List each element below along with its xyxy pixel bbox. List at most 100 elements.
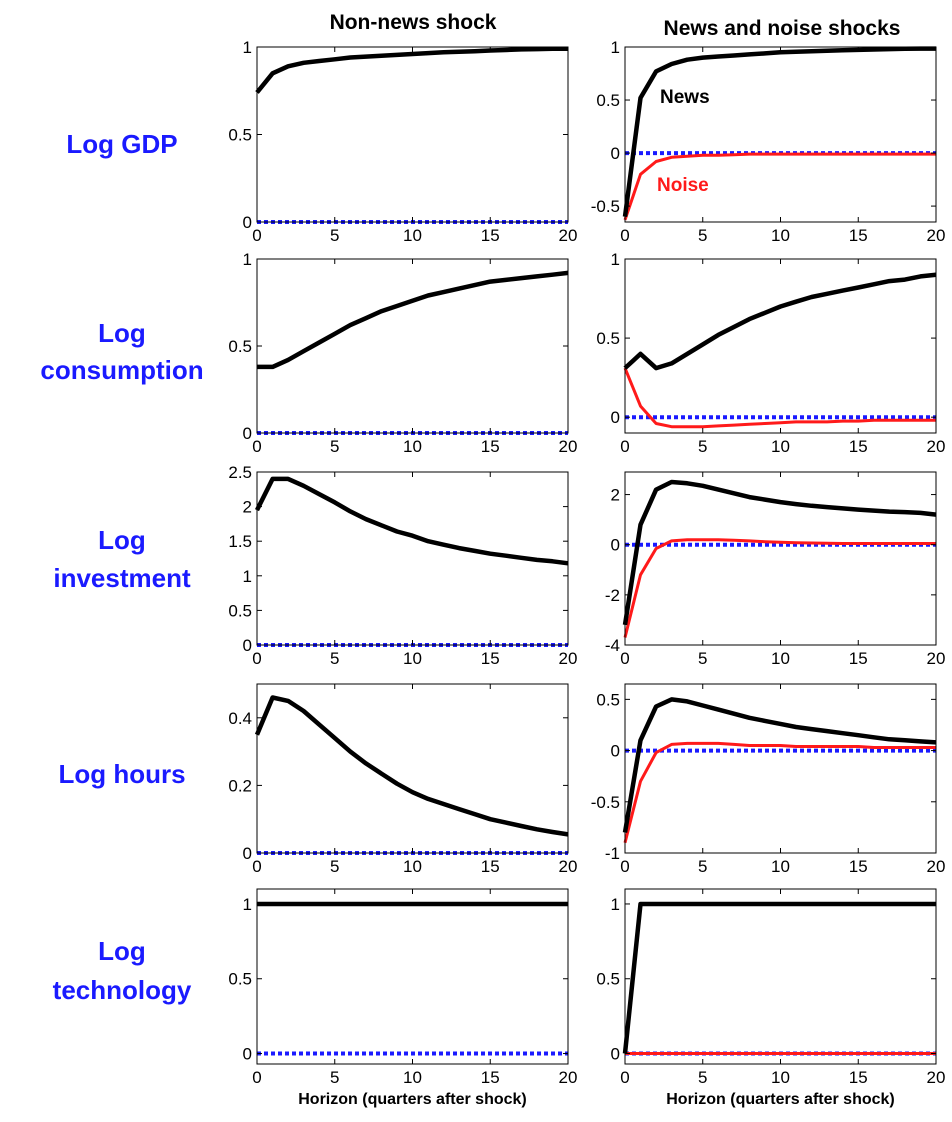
- x-tick-label: 20: [927, 857, 946, 876]
- y-tick-label: 0.5: [596, 690, 620, 709]
- row-label-1-0: Log: [98, 318, 146, 348]
- x-tick-label: 5: [330, 857, 339, 876]
- panel-log-hours-non-news-shock: 0 5 10 15 20 0 0.2 0.4: [228, 683, 577, 876]
- y-tick-label: 0.5: [228, 126, 252, 145]
- y-tick-label: 1: [243, 38, 252, 57]
- x-tick-label: 15: [481, 1068, 500, 1087]
- x-tick-label: 5: [698, 226, 707, 245]
- row-label-4-1: technology: [53, 975, 192, 1005]
- x-tick-label: 15: [849, 649, 868, 668]
- y-tick-label: -1: [605, 844, 620, 863]
- axes-frame: [624, 471, 937, 646]
- x-tick-label: 15: [481, 437, 500, 456]
- panel-log-gdp-non-news-shock: 0 5 10 15 20 0 0.5 1: [228, 38, 577, 245]
- axes-frame: [624, 683, 937, 854]
- panel-log-technology-non-news-shock: 0 5 10 15 20 0 0.5 1 Horizon (quarters after sho…: [228, 888, 578, 1108]
- x-tick-label: 0: [620, 649, 629, 668]
- series-noise: [623, 152, 936, 221]
- y-tick-label: 0: [611, 144, 620, 163]
- x-tick-label: 15: [481, 226, 500, 245]
- axes-frame: [256, 888, 569, 1065]
- x-tick-label: 15: [481, 857, 500, 876]
- row-labels: Log GDP Log consumption Log investment Log ho…: [40, 129, 203, 1005]
- x-tick-label: 5: [330, 437, 339, 456]
- x-tick-label: 5: [698, 857, 707, 876]
- x-tick-label: 10: [403, 649, 422, 668]
- x-tick-label: 0: [620, 1068, 629, 1087]
- x-tick-label: 10: [771, 437, 790, 456]
- x-tick-label: 0: [252, 649, 261, 668]
- x-tick-label: 5: [330, 649, 339, 668]
- y-tick-label: 1: [611, 250, 620, 269]
- y-tick-label: 0: [611, 536, 620, 555]
- x-tick-label: 10: [403, 226, 422, 245]
- y-tick-label: -4: [605, 636, 620, 655]
- y-tick-label: 0: [611, 742, 620, 761]
- x-tick-label: 20: [559, 437, 578, 456]
- column-title-non-news: Non-news shock: [330, 11, 497, 34]
- y-tick-label: 0: [243, 424, 252, 443]
- x-tick-label: 15: [849, 857, 868, 876]
- y-tick-label: -0.5: [591, 197, 620, 216]
- x-tick-label: 0: [252, 437, 261, 456]
- x-tick-label: 15: [849, 437, 868, 456]
- series-news: [622, 901, 936, 1054]
- y-tick-label: 1: [243, 250, 252, 269]
- x-tick-label: 0: [252, 1068, 261, 1087]
- panel-log-consumption-non-news-shock: 0 5 10 15 20 0 0.5 1: [228, 250, 577, 456]
- y-tick-label: 2: [611, 486, 620, 505]
- panel-log-investment-non-news-shock: 0 5 10 15 20 0 0.5 1 1.5 2 2.5: [228, 463, 577, 668]
- y-tick-label: 0: [243, 213, 252, 232]
- y-tick-label: -0.5: [591, 793, 620, 812]
- y-tick-label: 0.2: [228, 776, 252, 795]
- series-response: [257, 270, 569, 370]
- row-label-4-0: Log: [98, 936, 146, 966]
- annotation-news: News: [660, 87, 710, 108]
- series-response: [255, 46, 568, 94]
- axes-frame: [256, 258, 569, 434]
- y-tick-label: 0.4: [228, 709, 252, 728]
- x-axis-label: Horizon (quarters after shock): [666, 1091, 894, 1108]
- y-tick-label: 1: [611, 38, 620, 57]
- y-tick-label: 0: [243, 1045, 252, 1064]
- x-tick-label: 0: [620, 437, 629, 456]
- y-tick-label: 2: [243, 498, 252, 517]
- x-tick-label: 15: [481, 649, 500, 668]
- y-tick-label: 0: [611, 1045, 620, 1064]
- series-news: [623, 272, 937, 371]
- y-tick-label: 0.5: [228, 970, 252, 989]
- annotation-noise: Noise: [657, 175, 709, 196]
- x-tick-label: 0: [620, 857, 629, 876]
- series-response: [254, 476, 569, 566]
- row-label-0-0: Log GDP: [66, 129, 177, 159]
- panel-log-hours-news-and-noise-shocks: 0 5 10 15 20 -1 -0.5 0 0.5: [591, 683, 946, 876]
- row-label-2-1: investment: [53, 563, 191, 593]
- x-tick-label: 10: [403, 1068, 422, 1087]
- series-noise: [623, 367, 936, 429]
- x-tick-label: 20: [559, 1068, 578, 1087]
- y-tick-label: 0.5: [228, 337, 252, 356]
- x-tick-label: 5: [698, 437, 707, 456]
- panel-log-technology-news-and-noise-shocks: 0 5 10 15 20 0 0.5 1 Horizon (quarters after sho…: [596, 888, 945, 1108]
- x-tick-label: 20: [927, 437, 946, 456]
- x-tick-label: 5: [698, 649, 707, 668]
- y-tick-label: 1.5: [228, 532, 252, 551]
- x-tick-label: 10: [771, 857, 790, 876]
- x-tick-label: 20: [927, 226, 946, 245]
- x-tick-label: 20: [559, 649, 578, 668]
- x-tick-label: 5: [330, 226, 339, 245]
- y-tick-label: 0.5: [596, 91, 620, 110]
- row-label-1-1: consumption: [40, 355, 203, 385]
- x-tick-label: 0: [252, 857, 261, 876]
- y-tick-label: 1: [611, 895, 620, 914]
- row-label-3-0: Log hours: [58, 759, 185, 789]
- x-tick-label: 10: [403, 857, 422, 876]
- y-tick-label: 2.5: [228, 463, 252, 482]
- axes-frame: [624, 888, 937, 1065]
- y-tick-label: 0.5: [596, 970, 620, 989]
- x-tick-label: 10: [771, 649, 790, 668]
- x-tick-label: 15: [849, 1068, 868, 1087]
- y-tick-label: 0: [243, 844, 252, 863]
